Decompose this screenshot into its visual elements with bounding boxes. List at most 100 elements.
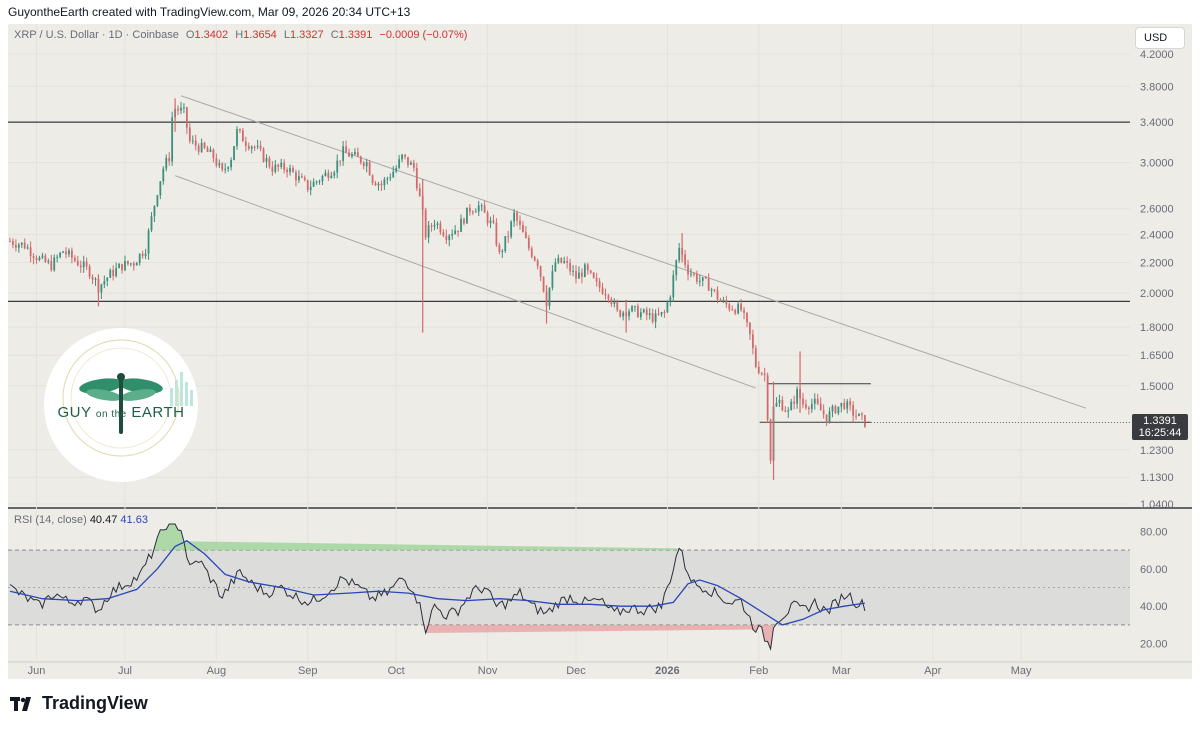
candle-body <box>583 264 586 277</box>
candle-body <box>813 398 816 404</box>
price-tick-label: 1.1300 <box>1140 472 1174 484</box>
candle-body <box>79 265 82 268</box>
candle-body <box>513 212 515 222</box>
rsi-value: 40.47 <box>89 514 118 526</box>
tradingview-brand[interactable]: TradingView <box>10 693 148 714</box>
candle-body <box>734 309 737 314</box>
currency-button[interactable]: USD <box>1135 27 1185 49</box>
candle-body <box>560 257 563 263</box>
candle-body <box>197 145 200 152</box>
candle-body <box>471 211 474 213</box>
candle-body <box>690 273 692 275</box>
candle-body <box>442 232 445 236</box>
candle-body <box>492 220 495 223</box>
candle-body <box>439 223 442 233</box>
rsi-legend[interactable]: RSI (14, close) 40.47 41.63 <box>14 514 148 526</box>
candle-body <box>598 281 601 288</box>
time-axis-label: May <box>1011 665 1032 677</box>
candle-body <box>401 154 403 160</box>
candle-body <box>215 158 218 166</box>
candle-body <box>124 260 126 271</box>
candle-body <box>504 236 507 251</box>
candle-body <box>194 140 197 146</box>
candle-body <box>144 253 147 257</box>
candle-body <box>218 163 221 166</box>
chart-canvas[interactable]: 4.2000 3.8000 3.4000 3.0000 2.6000 2.4000 2.20… <box>8 24 1192 679</box>
candle-body <box>135 262 138 266</box>
candle-body <box>76 260 79 266</box>
candle-body <box>12 241 14 245</box>
candle-body <box>533 256 536 261</box>
candle-body <box>380 183 383 186</box>
candle-body <box>710 289 713 291</box>
price-tick-label: 1.0400 <box>1140 499 1174 511</box>
candle-body <box>330 175 333 178</box>
candle-body <box>29 247 32 257</box>
candle-body <box>26 247 29 249</box>
price-tick-label: 2.4000 <box>1140 229 1174 241</box>
candle-body <box>150 216 153 231</box>
candle-body <box>100 284 103 293</box>
candle-body <box>468 207 471 212</box>
candle-body <box>669 297 672 303</box>
candle-body <box>20 242 23 245</box>
candle-body <box>716 290 719 300</box>
candle-body <box>578 272 580 279</box>
candle-body <box>855 415 857 417</box>
candle-body <box>398 159 401 168</box>
candle-body <box>746 312 748 323</box>
candle-body <box>62 251 64 253</box>
time-axis-label: 2026 <box>655 665 679 677</box>
candle-body <box>687 264 689 275</box>
candle-body <box>563 260 566 263</box>
candle-body <box>619 310 622 317</box>
chart-credit: GuyontheEarth created with TradingView.c… <box>8 5 411 19</box>
candle-body <box>129 263 132 265</box>
candle-body <box>185 107 188 128</box>
candle-body <box>241 130 244 142</box>
candles-group <box>9 98 866 481</box>
rsi-ma-value: 41.63 <box>120 514 148 526</box>
candle-body <box>864 415 866 427</box>
candle-body <box>637 306 639 318</box>
candle-body <box>38 257 41 261</box>
candle-body <box>183 107 185 109</box>
candle-body <box>259 145 262 149</box>
candle-body <box>769 419 772 461</box>
candle-body <box>454 230 457 235</box>
time-axis-label: Dec <box>566 665 586 677</box>
candle-body <box>725 300 728 305</box>
candle-body <box>749 322 751 335</box>
candle-body <box>230 159 232 168</box>
candle-body <box>297 176 300 181</box>
candle-body <box>495 222 498 245</box>
candle-body <box>88 266 91 277</box>
candle-body <box>165 157 168 169</box>
candle-body <box>463 218 465 224</box>
candle-body <box>17 244 20 248</box>
time-axis-label: Oct <box>388 665 405 677</box>
candle-body <box>374 183 377 186</box>
candle-body <box>840 402 843 407</box>
candle-body <box>516 212 518 221</box>
candle-body <box>828 411 831 423</box>
candle-body <box>354 152 356 155</box>
candle-body <box>327 172 330 178</box>
candle-body <box>575 270 577 279</box>
candle-body <box>436 223 439 225</box>
price-tick-label: 3.0000 <box>1140 157 1174 169</box>
candle-body <box>274 164 277 172</box>
candle-body <box>778 399 781 404</box>
candle-body <box>418 188 421 197</box>
candle-body <box>766 375 769 420</box>
rsi-line <box>9 523 866 652</box>
candle-body <box>760 373 763 375</box>
chart-frame[interactable]: 4.2000 3.8000 3.4000 3.0000 2.6000 2.4000 2.20… <box>8 24 1192 679</box>
candle-body <box>666 302 669 313</box>
price-tick-label: 1.5000 <box>1140 381 1174 393</box>
candle-body <box>554 262 557 272</box>
candle-body <box>713 289 716 291</box>
candle-body <box>295 172 297 181</box>
time-axis-label: Apr <box>924 665 941 677</box>
candle-body <box>639 312 642 318</box>
